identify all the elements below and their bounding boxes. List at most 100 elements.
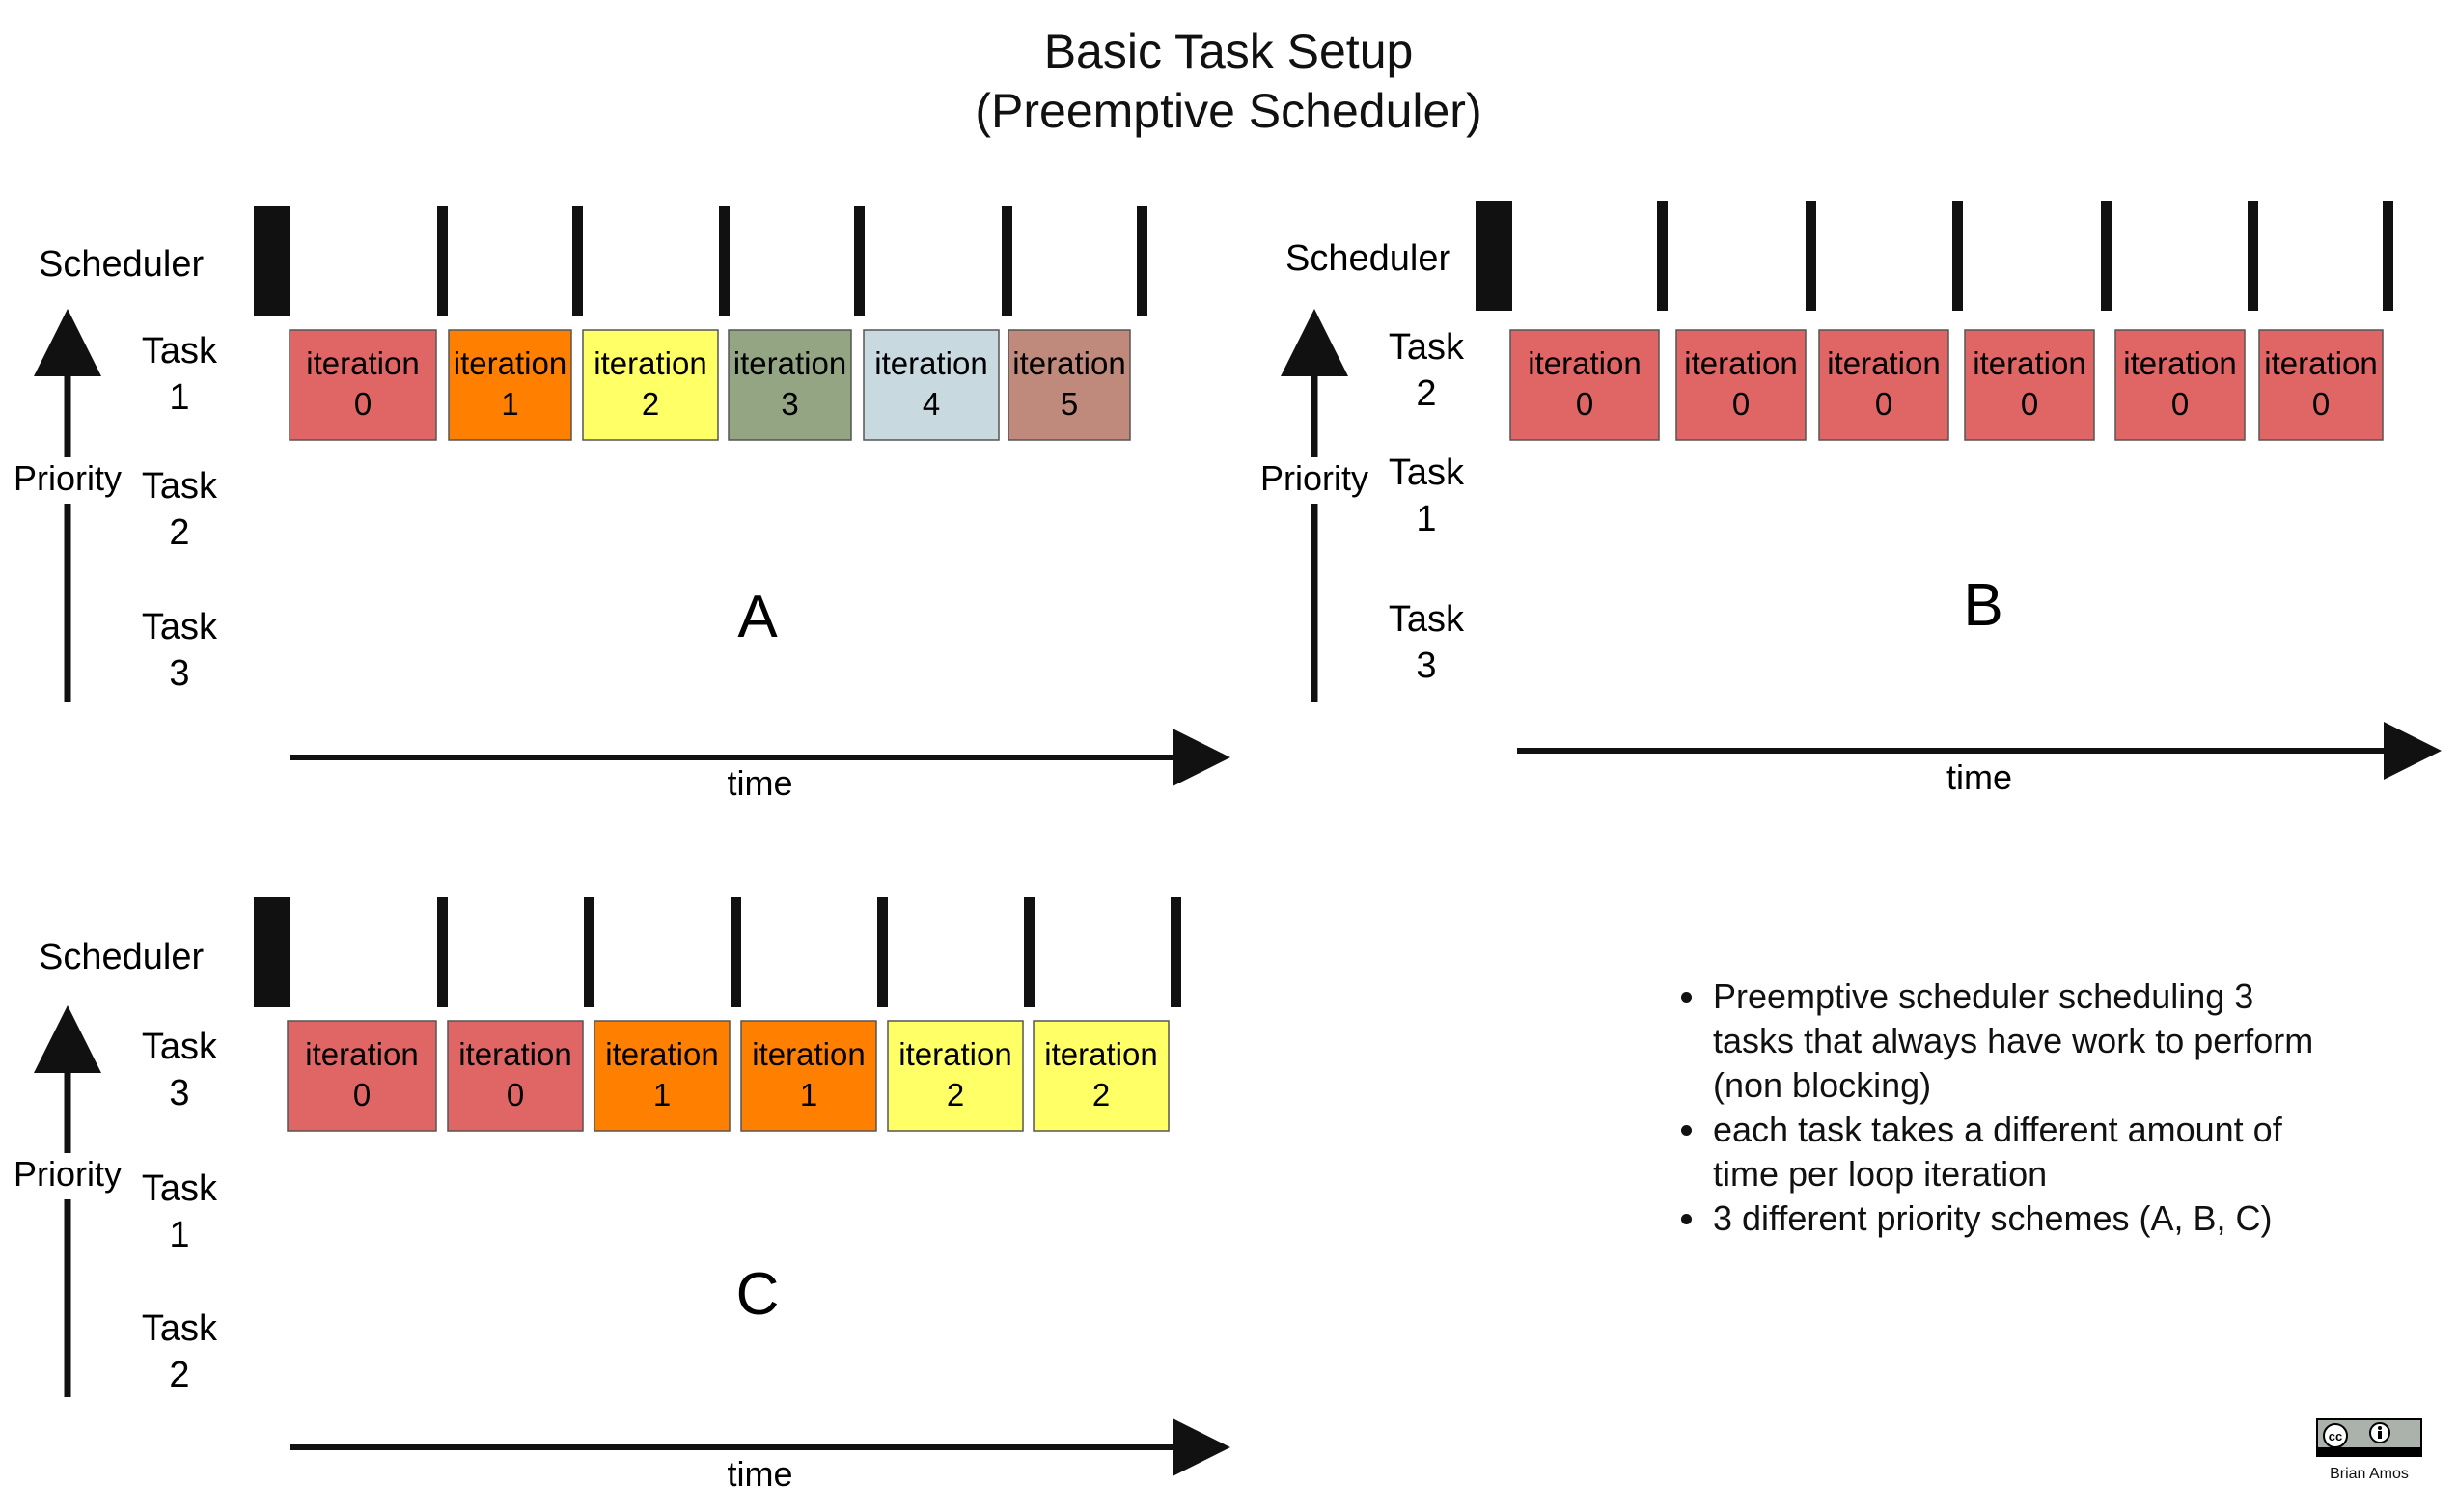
priority-label-bg (8, 1153, 127, 1199)
scheduler-tick (572, 206, 583, 316)
iteration-block (582, 329, 719, 441)
cc-by-icon: cc (2316, 1418, 2422, 1457)
time-label: time (727, 763, 792, 803)
scheduler-tick (877, 897, 888, 1007)
iteration-number: 2 (642, 386, 659, 422)
priority-label: Priority (14, 458, 122, 498)
task-row-number: 3 (169, 1073, 189, 1113)
time-label: time (1946, 757, 2012, 797)
iteration-number: 4 (923, 386, 940, 422)
scheduler-tick (1476, 201, 1512, 311)
priority-label: Priority (1260, 458, 1368, 498)
iteration-label: iteration (1827, 345, 1940, 381)
panel-letter: A (737, 584, 778, 650)
task-row-number: 2 (169, 1355, 189, 1395)
scheduler-tick (1002, 206, 1012, 316)
note-item: Preemptive scheduler scheduling 3 tasks … (1709, 975, 2327, 1108)
scheduler-label: Scheduler (1285, 238, 1450, 279)
iteration-label: iteration (1973, 345, 2085, 381)
iteration-number: 0 (1576, 386, 1593, 422)
iteration-block (2114, 329, 2246, 441)
iteration-number: 0 (507, 1077, 524, 1113)
iteration-number: 0 (1875, 386, 1892, 422)
author-name: Brian Amos (2330, 1466, 2409, 1482)
iteration-label: iteration (605, 1036, 718, 1072)
iteration-block (863, 329, 1000, 441)
panel-letter: B (1963, 572, 2002, 639)
iteration-block (448, 329, 572, 441)
task-row-number: 1 (169, 377, 189, 418)
task-row-number: 1 (169, 1215, 189, 1255)
iteration-label: iteration (1012, 345, 1125, 381)
scheduler-tick (1137, 206, 1147, 316)
iteration-block (1675, 329, 1807, 441)
scheduler-tick (584, 897, 594, 1007)
iteration-number: 3 (781, 386, 798, 422)
note-item: each task takes a different amount of ti… (1709, 1108, 2327, 1196)
iteration-block (447, 1020, 584, 1132)
iteration-label: iteration (305, 1036, 418, 1072)
task-row-number: 3 (1416, 646, 1436, 686)
scheduler-tick (437, 897, 448, 1007)
task-row-number: 3 (169, 653, 189, 694)
scheduler-tick (1657, 201, 1668, 311)
scheduler-tick (854, 206, 865, 316)
scheduler-tick (2383, 201, 2393, 311)
title-line-2: (Preemptive Scheduler) (975, 84, 1482, 138)
iteration-number: 0 (2312, 386, 2330, 422)
iteration-block (2258, 329, 2384, 441)
scheduler-tick (1806, 201, 1816, 311)
task-row-label: Task (1389, 453, 1465, 493)
iteration-label: iteration (898, 1036, 1011, 1072)
time-label: time (727, 1454, 792, 1494)
iteration-block (287, 1020, 437, 1132)
task-row-number: 2 (169, 512, 189, 553)
iteration-block (1033, 1020, 1170, 1132)
iteration-number: 1 (653, 1077, 671, 1113)
note-item: 3 different priority schemes (A, B, C) (1709, 1196, 2327, 1241)
scheduler-tick (719, 206, 730, 316)
priority-label-bg (1255, 457, 1374, 504)
scheduler-label: Scheduler (39, 937, 204, 977)
title-line-1: Basic Task Setup (1043, 24, 1414, 78)
iteration-block (594, 1020, 731, 1132)
task-row-number: 2 (1416, 373, 1436, 414)
task-row-label: Task (142, 607, 218, 647)
task-row-label: Task (142, 466, 218, 507)
iteration-label: iteration (2123, 345, 2236, 381)
priority-label-bg (8, 457, 127, 504)
task-row-label: Task (142, 1168, 218, 1209)
iteration-block (1818, 329, 1949, 441)
iteration-block (1509, 329, 1660, 441)
task-row-label: Task (1389, 599, 1465, 640)
notes-list: Preemptive scheduler scheduling 3 tasks … (1674, 975, 2327, 1241)
task-row-number: 1 (1416, 499, 1436, 539)
iteration-label: iteration (1528, 345, 1641, 381)
iteration-label: iteration (594, 345, 706, 381)
scheduler-tick (2101, 201, 2112, 311)
iteration-number: 0 (353, 1077, 371, 1113)
priority-label: Priority (14, 1154, 122, 1194)
iteration-block (289, 329, 437, 441)
scheduler-tick (254, 206, 290, 316)
task-row-label: Task (142, 1308, 218, 1349)
task-row-label: Task (142, 331, 218, 371)
scheduler-tick (1024, 897, 1035, 1007)
iteration-block (740, 1020, 877, 1132)
iteration-block (728, 329, 852, 441)
iteration-number: 2 (1092, 1077, 1110, 1113)
iteration-number: 5 (1061, 386, 1078, 422)
scheduler-label: Scheduler (39, 244, 204, 285)
iteration-number: 1 (501, 386, 518, 422)
task-row-label: Task (1389, 327, 1465, 368)
iteration-number: 0 (2021, 386, 2038, 422)
iteration-number: 0 (2171, 386, 2189, 422)
iteration-number: 2 (947, 1077, 964, 1113)
iteration-block (1964, 329, 2095, 441)
iteration-label: iteration (1044, 1036, 1157, 1072)
panel-letter: C (736, 1261, 780, 1328)
iteration-number: 1 (800, 1077, 817, 1113)
scheduler-tick (437, 206, 448, 316)
iteration-label: iteration (874, 345, 987, 381)
